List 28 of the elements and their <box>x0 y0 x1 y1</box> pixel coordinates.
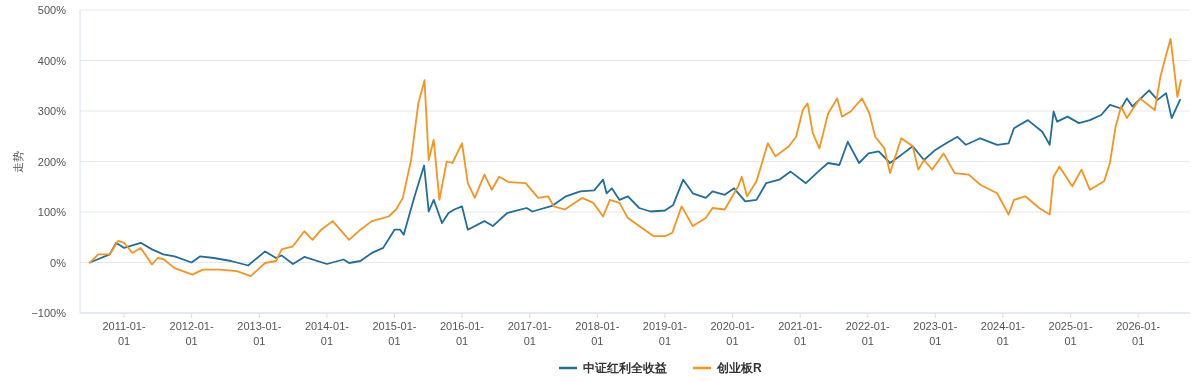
line-series <box>89 37 1182 277</box>
y-tick-label: 300% <box>37 105 67 117</box>
x-tick-label: 2012-01-01 <box>169 320 214 347</box>
x-tick-label: 2015-01-01 <box>372 320 417 347</box>
y-tick-label: 500% <box>37 4 67 16</box>
x-tick-label: 2019-01-01 <box>642 320 688 347</box>
y-tick-label: −100% <box>31 307 67 319</box>
y-tick-label: 200% <box>37 155 67 168</box>
legend-label: 中证红利全收益 <box>583 361 667 375</box>
y-tick-label: 400% <box>37 54 67 67</box>
x-tick-label: 2020-01-01 <box>710 320 755 347</box>
x-tick-label: 2022-01-01 <box>845 320 891 347</box>
y-tick-label: 0% <box>50 256 67 269</box>
x-tick-label: 2021-01-01 <box>778 320 823 347</box>
x-tick-label: 2023-01-01 <box>913 320 958 347</box>
x-tick-label: 2025-01-01 <box>1048 320 1093 347</box>
legend-label: 创业板R <box>716 361 762 375</box>
x-tick-label: 2026-01-01 <box>1116 320 1161 347</box>
x-tick-label: 2018-01-01 <box>575 320 620 347</box>
x-tick-label: 2017-01-01 <box>507 320 553 347</box>
x-tick-label: 2013-01-01 <box>237 320 282 347</box>
y-axis-title: 走势 <box>12 150 24 173</box>
x-tick-label: 2014-01-01 <box>304 320 350 347</box>
x-tick-label: 2024-01-01 <box>980 320 1026 347</box>
line-series <box>89 89 1181 267</box>
x-tick-label: 2016-01-01 <box>440 320 485 347</box>
x-tick-label: 2011-01-01 <box>102 320 146 347</box>
y-tick-label: 100% <box>37 206 67 218</box>
